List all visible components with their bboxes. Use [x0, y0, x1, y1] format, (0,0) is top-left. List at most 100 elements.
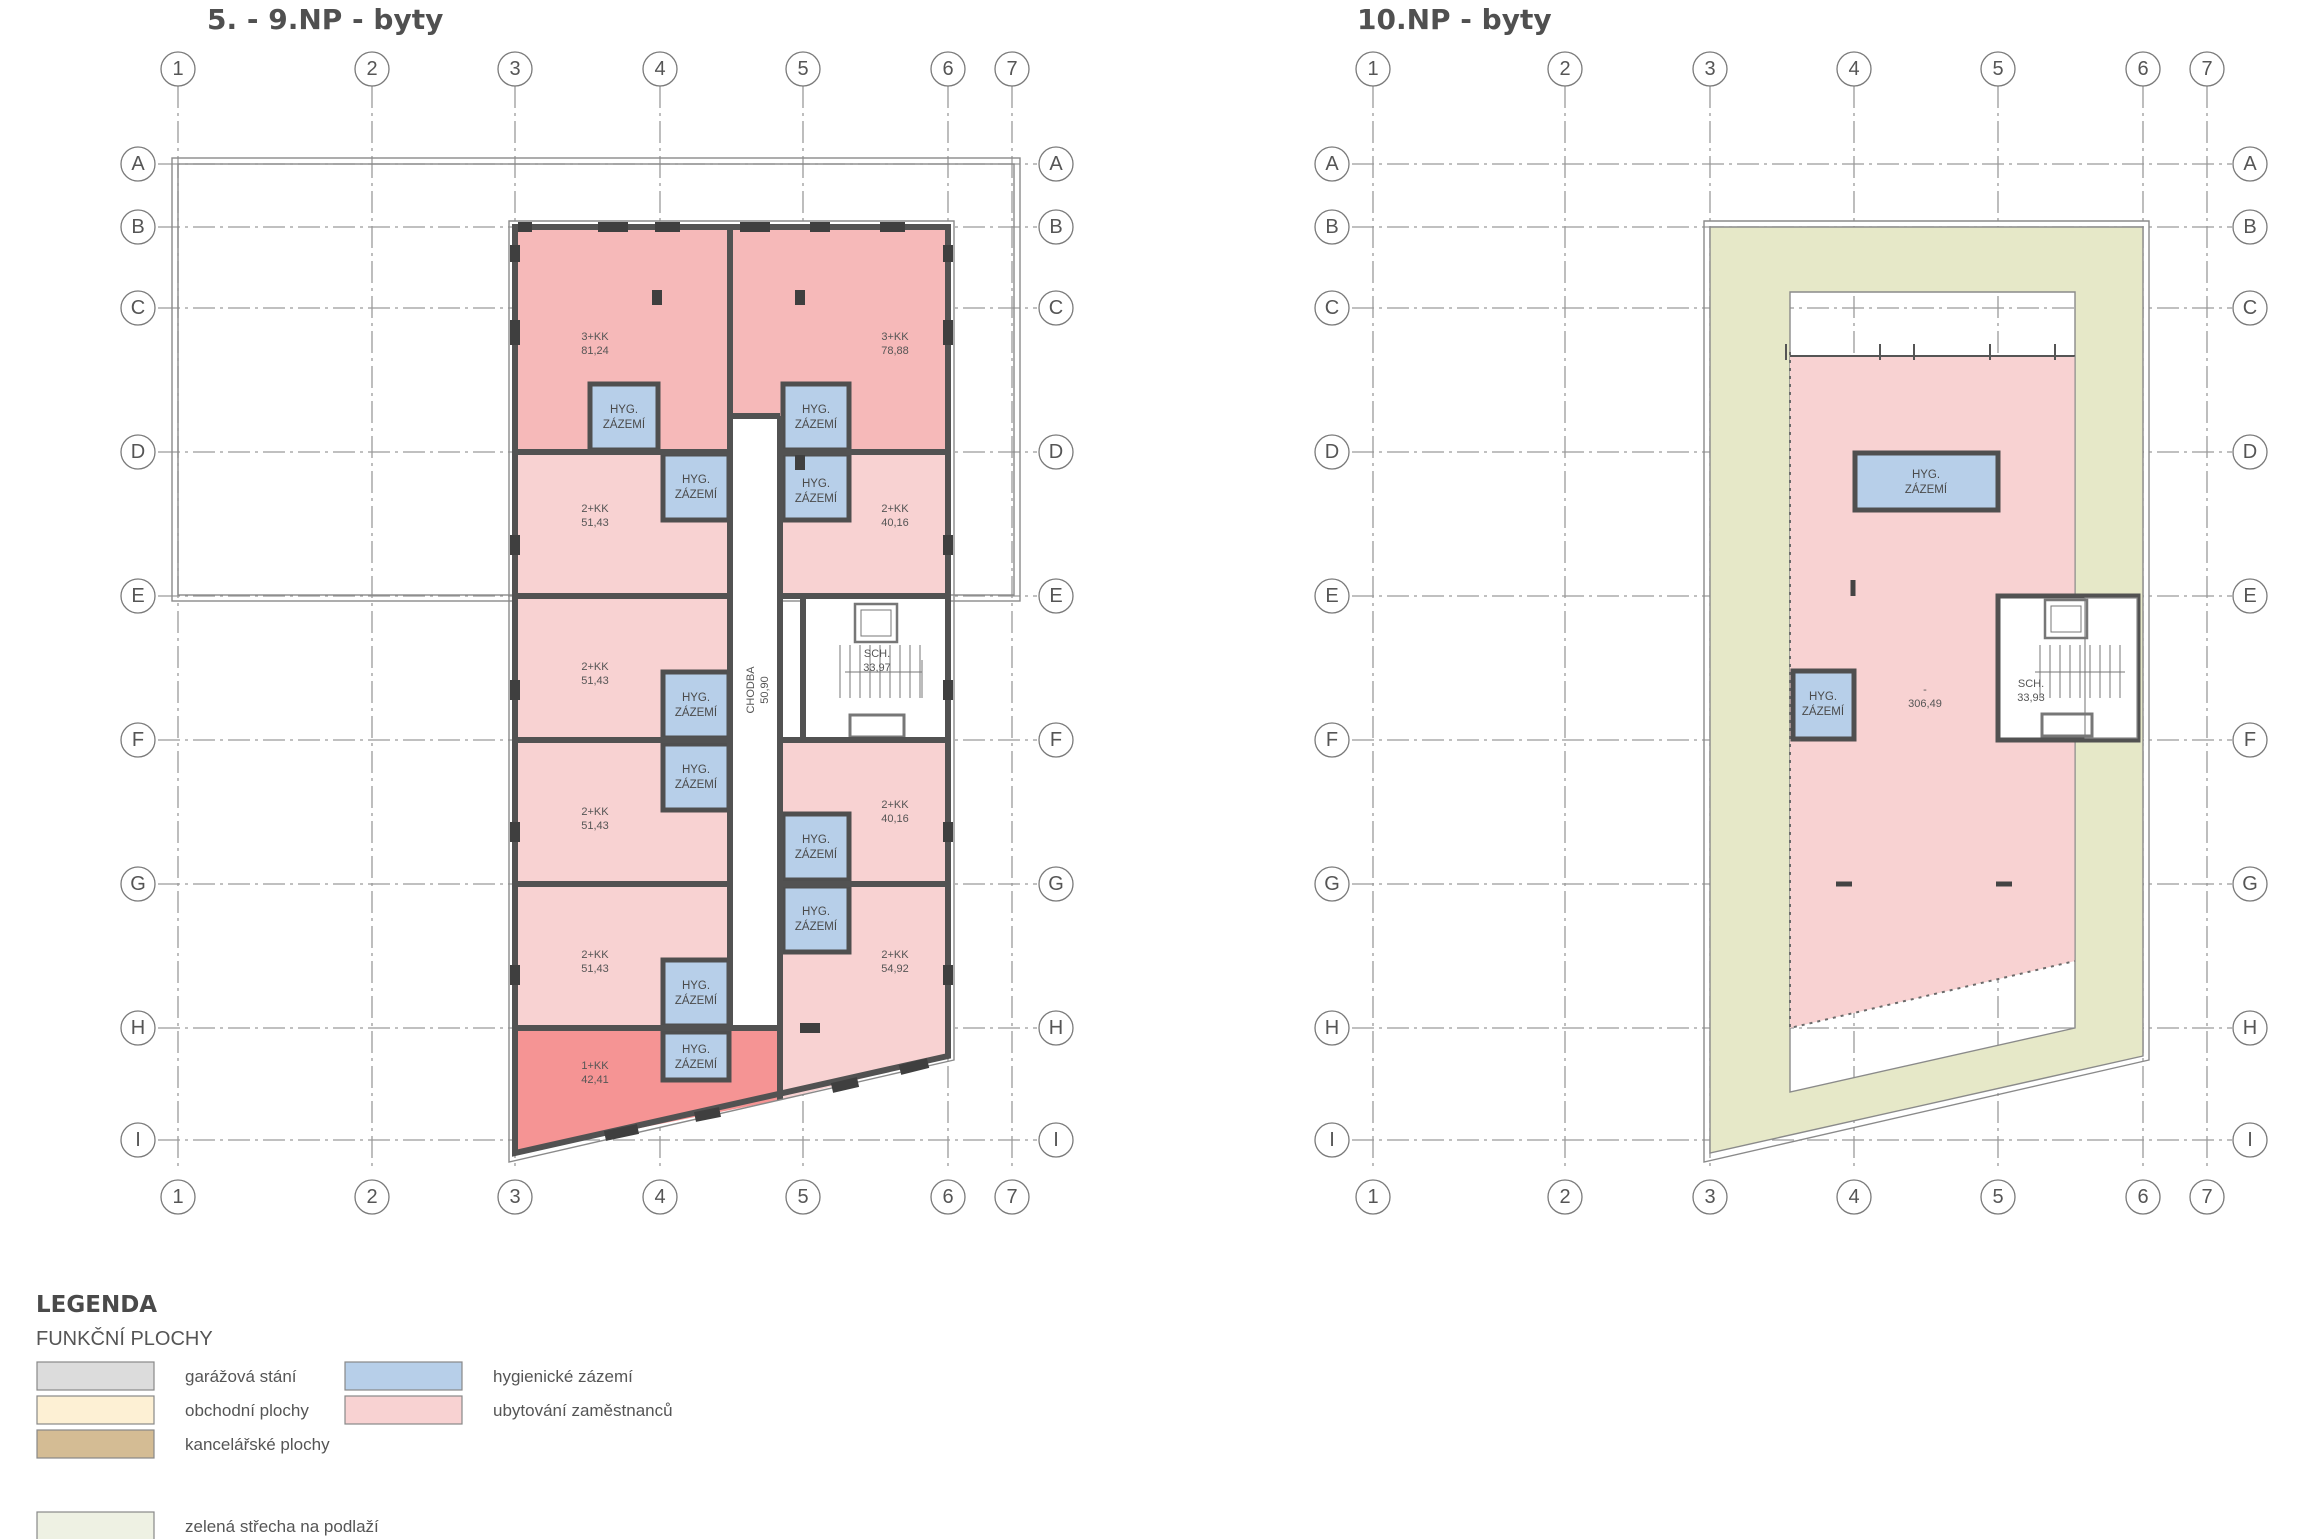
grid-bubble-label: 3 [1704, 58, 1715, 80]
grid-bubble-label: F [1050, 729, 1062, 751]
svg-text:ZÁZEMÍ: ZÁZEMÍ [795, 920, 838, 933]
grid-bubble-label: E [1325, 585, 1338, 607]
grid-bubble-label: F [1326, 729, 1338, 751]
svg-text:ZÁZEMÍ: ZÁZEMÍ [603, 418, 646, 431]
grid-bubble-label: G [1324, 873, 1340, 895]
grid-bubble-label: C [1325, 297, 1339, 319]
unit-area: 51,43 [581, 517, 609, 529]
grid-bubble-label: B [131, 216, 144, 238]
grid-bubble-label: B [1325, 216, 1338, 238]
grid-bubble-label: C [2243, 297, 2257, 319]
stair-area: 33,93 [2017, 692, 2045, 704]
hygiene-labels: HYG. ZÁZEMÍ HYG. ZÁZEMÍ HYG. ZÁZEMÍ HYG. ZÁZ… [603, 404, 838, 1071]
stair-name: SCH. [2018, 678, 2044, 690]
grid-bubble-label: A [131, 153, 145, 175]
svg-text:ZÁZEMÍ: ZÁZEMÍ [675, 706, 718, 719]
legend-swatch [36, 1429, 155, 1459]
svg-text:ZÁZEMÍ: ZÁZEMÍ [675, 778, 718, 791]
legend-item-label: zelená střecha na podlaží [185, 1517, 379, 1536]
grid-bubble-label: 4 [654, 58, 665, 80]
corridor-area-label: 50,90 [759, 676, 771, 704]
legend-item-label: obchodní plochy [185, 1401, 309, 1420]
grid-bubble-label: 3 [509, 58, 520, 80]
legend-item-label: garážová stání [185, 1367, 297, 1386]
legend-swatch [36, 1511, 155, 1539]
hall-area [1790, 356, 2075, 1028]
grid-bubble-label: 2 [1559, 58, 1570, 80]
grid-bubble-label: 7 [1006, 58, 1017, 80]
svg-text:ZÁZEMÍ: ZÁZEMÍ [795, 848, 838, 861]
grid-bubble-label: H [2243, 1017, 2257, 1039]
facade-outline [1703, 220, 2150, 1163]
hall-type: - [1923, 684, 1927, 696]
svg-text:ZÁZEMÍ: ZÁZEMÍ [795, 418, 838, 431]
svg-text:ZÁZEMÍ: ZÁZEMÍ [795, 492, 838, 505]
svg-text:HYG.: HYG. [682, 1044, 710, 1056]
svg-text:ZÁZEMÍ: ZÁZEMÍ [675, 488, 718, 501]
legend-swatch [36, 1361, 155, 1391]
hygiene-rooms [587, 381, 852, 1083]
svg-text:HYG.: HYG. [802, 404, 830, 416]
unit-type: 2+KK [581, 806, 609, 818]
svg-text:ZÁZEMÍ: ZÁZEMÍ [675, 1058, 718, 1071]
unit-area: 51,43 [581, 675, 609, 687]
grid-bubble-label: D [131, 441, 145, 463]
unit-area: 51,43 [581, 963, 609, 975]
grid-bubble-label: E [1049, 585, 1062, 607]
grid-bubble-label: 5 [797, 1186, 808, 1208]
unit-type: 1+KK [581, 1060, 609, 1072]
legend-swatch [344, 1395, 463, 1425]
grid-bubble-label: B [1049, 216, 1062, 238]
grid-bubble-label: A [2243, 153, 2257, 175]
walls [512, 224, 951, 1157]
unit-type: 2+KK [581, 949, 609, 961]
grid-bubble-label: H [1049, 1017, 1063, 1039]
svg-text:HYG.: HYG. [802, 906, 830, 918]
unit-area: 40,16 [881, 517, 909, 529]
unit-type: 3+KK [581, 331, 609, 343]
hygiene-room [1852, 450, 2001, 513]
plan-title: 10.NP - byty [1357, 3, 1552, 36]
grid-bubble-label: 2 [1559, 1186, 1570, 1208]
stair-area: 33,97 [863, 662, 891, 674]
legend-title: LEGENDA [36, 1292, 157, 1318]
grid-bubble-label: E [2243, 585, 2256, 607]
grid-bubble-label: 3 [509, 1186, 520, 1208]
legend-subtitle: FUNKČNÍ PLOCHY [36, 1327, 213, 1350]
grid-bubble-label: 6 [942, 58, 953, 80]
staircase-detail [2035, 598, 2125, 738]
grid-bubble-label: A [1325, 153, 1339, 175]
grid-bubble-label: 1 [172, 1186, 183, 1208]
unit-type: 2+KK [881, 799, 909, 811]
hall-area-label: 306,49 [1908, 698, 1942, 710]
svg-text:HYG.: HYG. [682, 980, 710, 992]
grid-bubble-label: 6 [942, 1186, 953, 1208]
grid-bubble-label: I [2247, 1129, 2253, 1151]
grid-bubble-label: G [130, 873, 146, 895]
unit-type: 2+KK [881, 949, 909, 961]
facade-outline [508, 220, 955, 1163]
grid-bubble-label: 2 [366, 1186, 377, 1208]
grid-bubble-label: 4 [1848, 1186, 1859, 1208]
unit-type: 2+KK [581, 661, 609, 673]
grid-bubble-label: 6 [2137, 1186, 2148, 1208]
plan-5-9np: 5. - 9.NP - byty [120, 3, 1074, 1215]
grid-bubble-label: 1 [172, 58, 183, 80]
grid-bubble-label: 5 [1992, 1186, 2003, 1208]
svg-text:HYG.: HYG. [610, 404, 638, 416]
plan-title: 5. - 9.NP - byty [207, 3, 443, 36]
legend-swatch [36, 1395, 155, 1425]
unit-area: 54,92 [881, 963, 909, 975]
legend-item-label: kancelářské plochy [185, 1435, 330, 1454]
grid-bubble-label: B [2243, 216, 2256, 238]
grid-bubble-label: G [2242, 873, 2258, 895]
grid-bubble-label: 3 [1704, 1186, 1715, 1208]
grid-bubble-label: 6 [2137, 58, 2148, 80]
svg-text:HYG.: HYG. [1912, 469, 1940, 481]
grid-bubble-label: C [1049, 297, 1063, 319]
grid-bubble-label: 4 [654, 1186, 665, 1208]
grid-bubble-label: 5 [1992, 58, 2003, 80]
grid-bubble-label: 1 [1367, 58, 1378, 80]
unit-labels: 3+KK 81,24 3+KK 78,88 2+KK 51,43 2+KK 40… [581, 331, 909, 1086]
